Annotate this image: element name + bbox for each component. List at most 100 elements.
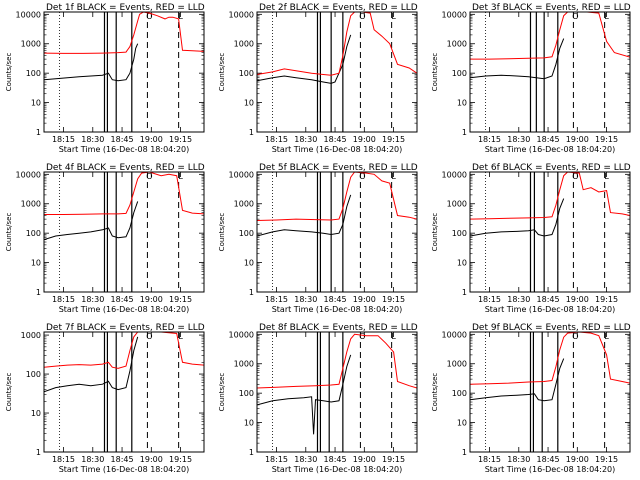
state-marker: L [178, 12, 183, 21]
lld-series-line [257, 12, 417, 76]
state-marker: L [391, 332, 396, 341]
y-tick-label: 1 [462, 448, 467, 457]
x-tick-label: 18:30 [294, 135, 317, 144]
y-axis-label: Counts/sec [218, 373, 226, 412]
plot-frame [256, 11, 418, 133]
x-tick-label: 18:30 [294, 295, 317, 304]
events-series-line [257, 354, 352, 435]
plot-frame [43, 11, 205, 133]
panel-det-4: Det 4f BLACK = Events, RED = LLD Counts/s… [5, 163, 205, 314]
y-tick-label: 1000 [447, 200, 467, 209]
y-tick-label: 1000 [447, 360, 467, 369]
y-tick-label: 10 [457, 99, 467, 108]
y-axis-label: Counts/sec [431, 53, 439, 92]
state-marker: L [604, 172, 609, 181]
events-series-line [257, 34, 352, 84]
x-axis-label: Start Time (16-Dec-08 18:04:20) [485, 145, 616, 154]
x-tick-label: 18:45 [324, 295, 347, 304]
state-marker: L [178, 332, 183, 341]
x-axis-label: Start Time (16-Dec-08 18:04:20) [59, 145, 190, 154]
y-tick-label: 1000 [447, 40, 467, 49]
events-series-line [470, 38, 565, 80]
state-marker: O [146, 12, 152, 21]
panel-det-5: Det 5f BLACK = Events, RED = LLD Counts/s… [218, 163, 418, 314]
y-tick-label: 10000 [16, 170, 41, 179]
y-axis-label: Counts/sec [5, 213, 13, 252]
x-axis-label: Start Time (16-Dec-08 18:04:20) [59, 465, 190, 474]
panel-det-8: Det 8f BLACK = Events, RED = LLD Counts/s… [218, 323, 418, 474]
x-tick-label: 18:45 [537, 135, 560, 144]
y-tick-label: 10000 [229, 170, 254, 179]
lld-series-line [257, 172, 417, 221]
y-tick-label: 100 [26, 69, 41, 78]
x-axis-label: Start Time (16-Dec-08 18:04:20) [485, 305, 616, 314]
y-tick-label: 100 [452, 229, 467, 238]
y-tick-label: 1000 [234, 40, 254, 49]
panel-title: Det 2f BLACK = Events, RED = LLD [259, 3, 418, 13]
x-tick-label: 19:00 [353, 455, 376, 464]
x-tick-label: 19:15 [382, 455, 405, 464]
x-tick-label: 19:00 [140, 455, 163, 464]
panel-det-1: Det 1f BLACK = Events, RED = LLD Counts/s… [5, 3, 205, 154]
x-tick-label: 18:15 [265, 455, 288, 464]
x-tick-label: 18:45 [111, 455, 134, 464]
plot-frame [469, 331, 631, 453]
panel-det-2: Det 2f BLACK = Events, RED = LLD Counts/s… [218, 3, 418, 154]
panel-title: Det 3f BLACK = Events, RED = LLD [472, 3, 631, 13]
y-tick-label: 1000 [21, 40, 41, 49]
plot-frame [469, 171, 631, 293]
panel-det-3: Det 3f BLACK = Events, RED = LLD Counts/s… [431, 3, 631, 154]
x-tick-label: 18:30 [507, 135, 530, 144]
y-tick-label: 10 [31, 99, 41, 108]
y-tick-label: 100 [452, 389, 467, 398]
state-marker: L [604, 332, 609, 341]
x-tick-label: 19:00 [353, 135, 376, 144]
y-tick-label: 10 [244, 259, 254, 268]
y-tick-label: 10 [457, 419, 467, 428]
y-tick-label: 10000 [16, 10, 41, 19]
y-axis-label: Counts/sec [431, 373, 439, 412]
y-axis-label: Counts/sec [5, 53, 13, 92]
state-marker: O [359, 332, 365, 341]
x-tick-label: 19:15 [595, 455, 618, 464]
plot-frame [43, 171, 205, 293]
state-marker: L [391, 12, 396, 21]
events-series-line [470, 198, 565, 237]
y-tick-label: 100 [26, 370, 41, 379]
x-tick-label: 19:00 [353, 295, 376, 304]
lld-series-line [257, 333, 417, 389]
state-marker: L [178, 172, 183, 181]
plot-frame [256, 331, 418, 453]
state-marker: O [146, 332, 152, 341]
x-tick-label: 18:15 [478, 455, 501, 464]
events-series-line [44, 43, 139, 82]
state-marker: L [604, 12, 609, 21]
x-axis-label: Start Time (16-Dec-08 18:04:20) [272, 465, 403, 474]
x-axis-label: Start Time (16-Dec-08 18:04:20) [272, 305, 403, 314]
x-tick-label: 18:15 [52, 135, 75, 144]
y-tick-label: 1000 [21, 200, 41, 209]
y-axis-label: Counts/sec [431, 213, 439, 252]
y-tick-label: 1000 [21, 331, 41, 340]
state-marker: O [359, 172, 365, 181]
y-tick-label: 100 [26, 229, 41, 238]
state-marker: L [391, 172, 396, 181]
panel-det-7: Det 7f BLACK = Events, RED = LLD Counts/s… [5, 323, 205, 474]
state-marker: O [572, 332, 578, 341]
y-tick-label: 1 [249, 128, 254, 137]
y-tick-label: 10000 [229, 10, 254, 19]
state-marker: O [572, 12, 578, 21]
y-tick-label: 10000 [442, 10, 467, 19]
x-tick-label: 18:45 [537, 295, 560, 304]
y-tick-label: 1 [462, 288, 467, 297]
lld-series-line [470, 12, 630, 60]
state-marker: O [146, 172, 152, 181]
x-tick-label: 18:30 [294, 455, 317, 464]
x-tick-label: 19:15 [382, 135, 405, 144]
x-tick-label: 18:45 [111, 135, 134, 144]
x-tick-label: 19:15 [169, 455, 192, 464]
x-axis-label: Start Time (16-Dec-08 18:04:20) [59, 305, 190, 314]
x-tick-label: 18:45 [111, 295, 134, 304]
y-axis-label: Counts/sec [218, 53, 226, 92]
panel-title: Det 1f BLACK = Events, RED = LLD [46, 3, 205, 13]
